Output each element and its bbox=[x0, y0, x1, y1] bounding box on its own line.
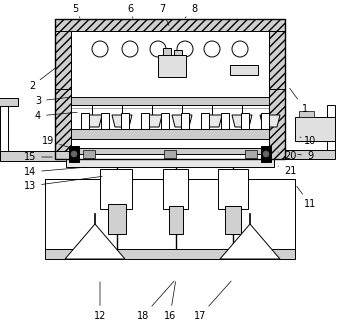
Bar bbox=[81, 113, 89, 129]
Text: 15: 15 bbox=[24, 152, 52, 162]
Text: 9: 9 bbox=[298, 151, 313, 161]
Bar bbox=[221, 113, 229, 129]
Text: 2: 2 bbox=[29, 68, 56, 91]
Bar bbox=[71, 97, 269, 105]
Bar bbox=[261, 113, 269, 129]
Bar bbox=[158, 55, 186, 77]
Bar bbox=[163, 169, 188, 209]
Bar bbox=[45, 179, 295, 249]
Bar bbox=[141, 113, 149, 129]
Bar bbox=[0, 98, 18, 106]
Polygon shape bbox=[202, 115, 222, 127]
Bar bbox=[181, 113, 189, 129]
Polygon shape bbox=[172, 115, 192, 127]
Polygon shape bbox=[65, 224, 125, 259]
Bar bbox=[169, 206, 183, 234]
Bar bbox=[55, 89, 71, 159]
Bar bbox=[69, 146, 79, 162]
Circle shape bbox=[71, 151, 77, 157]
Bar bbox=[55, 19, 285, 159]
Bar bbox=[269, 89, 285, 159]
Text: 8: 8 bbox=[185, 4, 197, 18]
Text: 3: 3 bbox=[35, 96, 69, 106]
Polygon shape bbox=[82, 115, 102, 127]
Bar bbox=[241, 113, 249, 129]
Bar bbox=[121, 113, 129, 129]
Bar bbox=[71, 148, 269, 154]
Bar bbox=[66, 159, 274, 167]
Bar bbox=[230, 65, 258, 75]
Text: 12: 12 bbox=[94, 282, 106, 321]
Polygon shape bbox=[112, 115, 132, 127]
Text: 4: 4 bbox=[35, 111, 77, 121]
Text: 19: 19 bbox=[42, 136, 72, 148]
Bar bbox=[218, 169, 248, 209]
Bar bbox=[0, 151, 74, 161]
Bar bbox=[71, 129, 269, 139]
Bar bbox=[101, 113, 109, 129]
Polygon shape bbox=[260, 115, 280, 127]
Bar bbox=[299, 111, 314, 117]
Bar bbox=[174, 50, 182, 55]
Text: 21: 21 bbox=[278, 166, 296, 176]
Text: 20: 20 bbox=[278, 151, 296, 161]
Bar bbox=[45, 249, 295, 259]
Text: 13: 13 bbox=[24, 176, 102, 191]
Text: 11: 11 bbox=[297, 186, 316, 209]
Text: 16: 16 bbox=[164, 282, 176, 321]
Bar bbox=[71, 31, 269, 89]
Text: 6: 6 bbox=[127, 4, 133, 18]
Bar bbox=[225, 206, 241, 234]
Bar bbox=[327, 105, 335, 150]
Bar bbox=[269, 31, 285, 89]
Text: 14: 14 bbox=[24, 167, 85, 177]
Bar bbox=[285, 150, 335, 159]
Polygon shape bbox=[220, 224, 280, 259]
Bar bbox=[161, 113, 169, 129]
Text: 1: 1 bbox=[290, 88, 308, 114]
Bar bbox=[261, 146, 271, 162]
Bar bbox=[0, 106, 8, 151]
Bar bbox=[55, 31, 71, 89]
Text: 18: 18 bbox=[137, 281, 174, 321]
Bar bbox=[100, 169, 132, 209]
Bar bbox=[295, 117, 335, 141]
Bar bbox=[245, 150, 257, 158]
Text: 5: 5 bbox=[72, 4, 80, 18]
Text: 17: 17 bbox=[194, 281, 231, 321]
Bar bbox=[83, 150, 95, 158]
Bar bbox=[201, 113, 209, 129]
Polygon shape bbox=[142, 115, 162, 127]
Bar bbox=[55, 19, 285, 31]
Bar bbox=[108, 204, 126, 234]
Circle shape bbox=[263, 151, 269, 157]
Bar bbox=[163, 48, 171, 55]
Text: 7: 7 bbox=[159, 4, 169, 25]
Text: 10: 10 bbox=[300, 136, 316, 146]
Bar bbox=[164, 150, 176, 158]
Polygon shape bbox=[232, 115, 252, 127]
